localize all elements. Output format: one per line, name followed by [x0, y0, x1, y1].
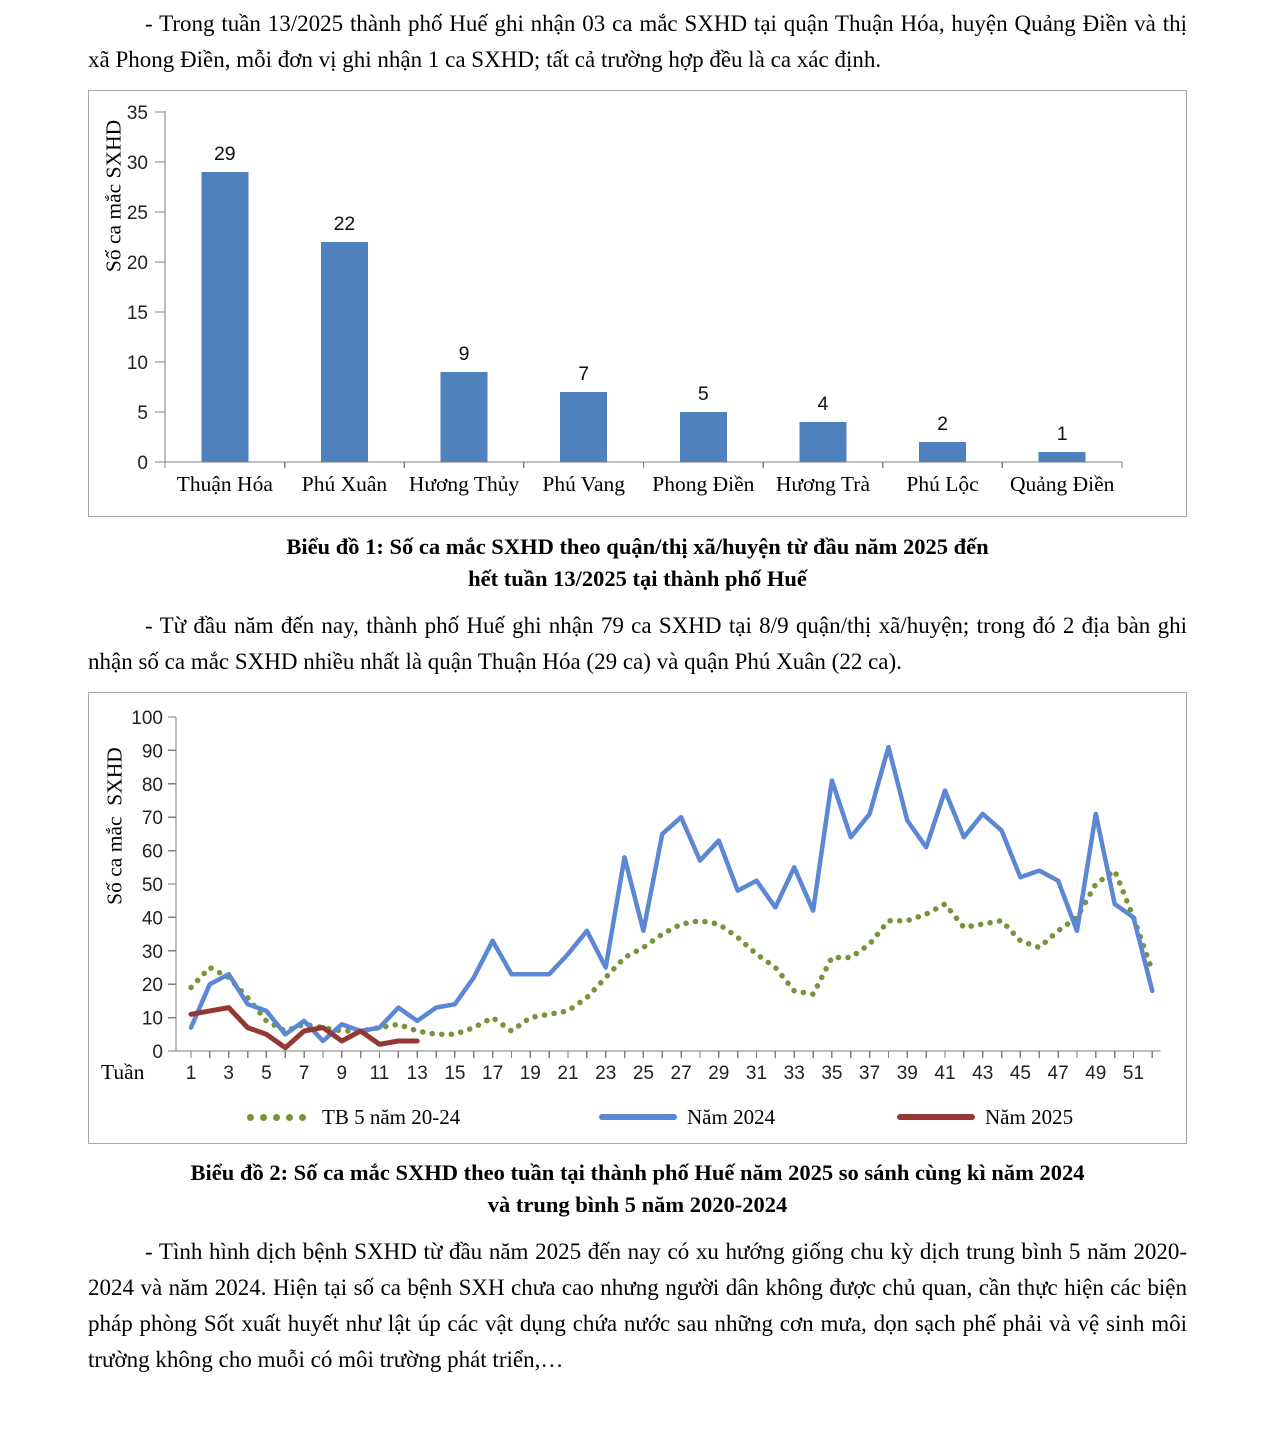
- y-tick-label: 0: [152, 1042, 163, 1063]
- bar-value-label: 4: [818, 393, 829, 415]
- y-tick-label: 50: [142, 875, 163, 896]
- line-chart-legend: TB 5 năm 20-24 Năm 2024 Năm 2025: [89, 1102, 1186, 1138]
- y-tick-label: 5: [137, 403, 148, 424]
- week-label: 3: [223, 1063, 234, 1084]
- caption-chart2-line2: và trung bình 5 năm 2020-2024: [487, 1192, 788, 1217]
- week-label: 9: [337, 1063, 348, 1084]
- category-label: Quảng Điền: [1010, 472, 1115, 496]
- bar: [799, 422, 847, 462]
- bar: [679, 412, 727, 462]
- week-label: 17: [482, 1063, 503, 1084]
- solid-series-swatch-2025: [897, 1114, 975, 1120]
- bar-value-label: 9: [459, 343, 470, 365]
- caption-chart2-line1: Biểu đồ 2: Số ca mắc SXHD theo tuần tại …: [190, 1160, 1085, 1185]
- caption-chart1: Biểu đồ 1: Số ca mắc SXHD theo quận/thị …: [88, 531, 1187, 595]
- y-tick-label: 40: [142, 908, 163, 929]
- week-label: 49: [1085, 1063, 1106, 1084]
- week-label: 21: [557, 1063, 578, 1084]
- legend-label-nam2025: Năm 2025: [985, 1104, 1074, 1129]
- week-label: 37: [859, 1063, 880, 1084]
- category-label: Hương Trà: [776, 472, 871, 496]
- week-label: 11: [370, 1063, 390, 1084]
- week-label: 25: [633, 1063, 654, 1084]
- bar-value-label: 7: [578, 363, 589, 385]
- bar-value-label: 5: [698, 383, 709, 405]
- legend-label-nam2024: Năm 2024: [687, 1104, 776, 1129]
- paragraph-ytd-summary: - Từ đầu năm đến nay, thành phố Huế ghi …: [88, 613, 1187, 674]
- y-tick-label: 30: [142, 942, 163, 963]
- x-axis-title: Tuần: [101, 1060, 145, 1084]
- week-label: 51: [1123, 1063, 1144, 1084]
- y-tick-label: 10: [127, 353, 148, 374]
- bar-chart-panel: Số ca mắc SXHD 0 5 10 15 20 25 30 35 29 Thuận Hóa…: [88, 90, 1187, 517]
- series-line-2: [188, 1005, 420, 1051]
- bar-value-label: 2: [937, 413, 948, 435]
- y-tick-label: 90: [142, 741, 163, 762]
- week-label: 1: [186, 1063, 197, 1084]
- y-tick-label: 10: [142, 1009, 163, 1030]
- bar: [919, 442, 967, 462]
- bar-value-label: 1: [1057, 423, 1068, 445]
- y-tick-label: 70: [142, 808, 163, 829]
- y-tick-label: 30: [127, 153, 148, 174]
- caption-chart1-line2: hết tuần 13/2025 tại thành phố Huế: [468, 566, 807, 591]
- bar: [1038, 452, 1086, 462]
- y-tick-label: 20: [142, 975, 163, 996]
- week-label: 5: [261, 1063, 272, 1084]
- bar-value-label: 29: [214, 143, 236, 165]
- line-chart-panel: Số ca mắc SXHD 0 10 20 30 40 50 60 70 80 90 100 1 3 5…: [88, 692, 1187, 1144]
- category-label: Phong Điền: [652, 472, 754, 496]
- y-tick-label: 35: [127, 103, 148, 124]
- caption-chart1-line1: Biểu đồ 1: Số ca mắc SXHD theo quận/thị …: [286, 534, 989, 559]
- dotted-series-swatch: [247, 1113, 312, 1121]
- bar-value-label: 22: [334, 213, 356, 235]
- y-tick-label: 60: [142, 842, 163, 863]
- week-label: 43: [972, 1063, 993, 1084]
- paragraph-week13: - Trong tuần 13/2025 thành phố Huế ghi n…: [88, 11, 1187, 72]
- legend-item-tb5nam: TB 5 năm 20-24: [247, 1102, 460, 1132]
- y-tick-label: 0: [137, 453, 148, 474]
- week-label: 33: [784, 1063, 805, 1084]
- y-tick-label: 100: [131, 708, 163, 729]
- week-label: 7: [299, 1063, 310, 1084]
- bar: [560, 392, 608, 462]
- week-label: 39: [897, 1063, 918, 1084]
- week-label: 31: [746, 1063, 767, 1084]
- category-label: Thuận Hóa: [177, 472, 274, 496]
- category-label: Phú Xuân: [302, 472, 388, 496]
- week-label: 15: [444, 1063, 465, 1084]
- week-label: 13: [407, 1063, 428, 1084]
- y-tick-label: 80: [142, 775, 163, 796]
- series-line-1: [188, 744, 1155, 1044]
- legend-item-nam2024: Năm 2024: [599, 1102, 775, 1132]
- week-label: 27: [671, 1063, 692, 1084]
- legend-label-tb5nam: TB 5 năm 20-24: [322, 1104, 461, 1129]
- caption-chart2: Biểu đồ 2: Số ca mắc SXHD theo tuần tại …: [88, 1157, 1187, 1221]
- bar: [201, 172, 249, 462]
- week-label: 29: [708, 1063, 729, 1084]
- legend-item-nam2025: Năm 2025: [897, 1102, 1073, 1132]
- document-page: - Trong tuần 13/2025 thành phố Huế ghi n…: [88, 11, 1187, 1372]
- series-line-0: [188, 867, 1156, 1038]
- week-label: 19: [520, 1063, 541, 1084]
- week-label: 45: [1010, 1063, 1031, 1084]
- paragraph-outlook: - Tình hình dịch bệnh SXHD từ đầu năm 20…: [88, 1239, 1187, 1372]
- solid-series-swatch-2024: [599, 1114, 677, 1120]
- category-label: Phú Lộc: [906, 472, 978, 496]
- y-tick-label: 20: [127, 253, 148, 274]
- y-tick-label: 15: [127, 303, 148, 324]
- week-label: 35: [821, 1063, 842, 1084]
- bar: [320, 242, 368, 462]
- category-label: Phú Vang: [542, 472, 625, 496]
- week-label: 23: [595, 1063, 616, 1084]
- bar: [440, 372, 488, 462]
- category-label: Hương Thủy: [409, 472, 520, 496]
- y-tick-label: 25: [127, 203, 148, 224]
- week-label: 41: [934, 1063, 955, 1084]
- week-label: 47: [1048, 1063, 1069, 1084]
